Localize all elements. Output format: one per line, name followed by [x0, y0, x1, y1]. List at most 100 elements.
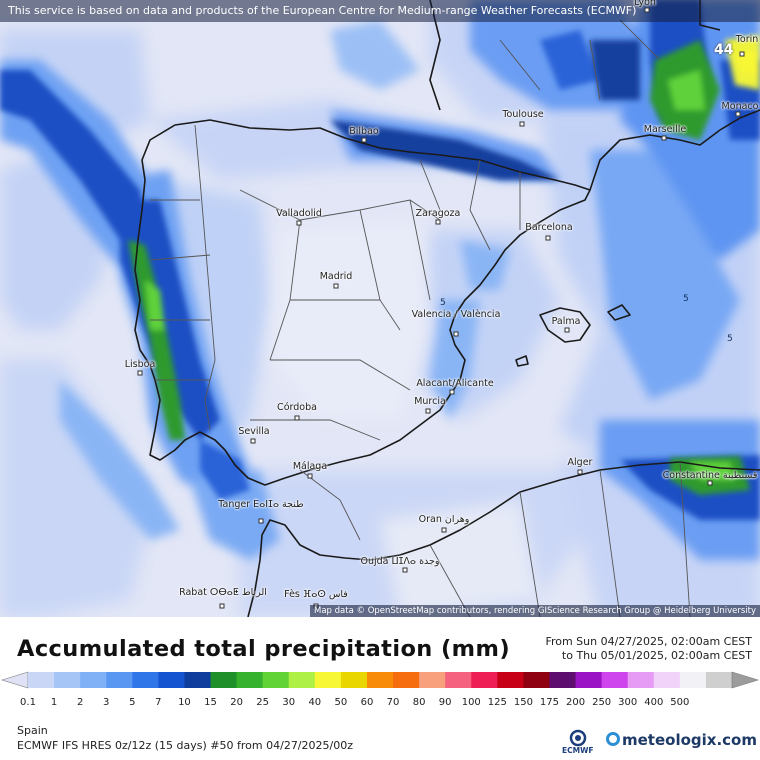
legend-swatch — [54, 672, 81, 688]
legend-tick-label: 50 — [334, 697, 348, 708]
legend-tick-label: 100 — [461, 697, 481, 708]
legend-swatch — [549, 672, 577, 688]
city-label-bilbao: Bilbao — [349, 126, 379, 137]
city-label-malaga: Málaga — [292, 461, 328, 472]
meteologix-logo[interactable]: meteologix.com — [606, 731, 757, 749]
legend-swatch — [262, 672, 290, 688]
legend-swatch — [627, 672, 655, 688]
legend-tick-label: 150 — [513, 697, 533, 708]
legend-tick-label: 7 — [155, 697, 162, 708]
city-label-zaragoza: Zaragoza — [415, 208, 461, 219]
city-label-monaco: Monaco — [721, 101, 759, 112]
legend-swatch — [132, 672, 159, 688]
legend-tick-label: 10 — [178, 697, 191, 708]
legend-swatch — [210, 672, 238, 688]
legend-tick-label: 125 — [487, 697, 507, 708]
precipitation-map[interactable]: This service is based on data and produc… — [0, 0, 760, 617]
legend-swatch — [445, 672, 472, 688]
city-marker-monaco — [735, 111, 741, 117]
city-marker-marseille — [661, 135, 667, 141]
city-label-torino: Torin — [735, 34, 759, 45]
city-marker-malaga — [307, 473, 313, 479]
legend-tick-label: 15 — [204, 697, 217, 708]
contour-value: 5 — [440, 298, 446, 308]
city-marker-valencia — [453, 331, 459, 337]
city-label-rabat: Rabat ⵔⴱⴰⵟ الرباط — [179, 587, 267, 598]
city-marker-oran — [441, 527, 447, 533]
city-label-valladolid: Valladolid — [276, 208, 322, 219]
city-label-toulouse: Toulouse — [502, 109, 544, 120]
legend-tick-label: 200 — [566, 697, 586, 708]
contour-value: 5 — [727, 334, 733, 344]
legend-swatches — [0, 671, 760, 689]
model-info: ECMWF IFS HRES 0z/12z (15 days) #50 from… — [17, 739, 353, 752]
city-label-alicante: Alacant/Alicante — [416, 378, 494, 389]
meteologix-logo-icon — [606, 732, 620, 746]
legend-tick-label: 175 — [539, 697, 560, 708]
city-marker-valladolid — [296, 220, 302, 226]
legend-swatch — [236, 672, 264, 688]
city-label-madrid: Madrid — [319, 271, 353, 282]
city-label-oran: Oran وهران — [418, 514, 470, 525]
legend-swatch — [366, 672, 394, 688]
legend-tick-label: 70 — [386, 697, 400, 708]
city-marker-tanger — [258, 518, 264, 524]
city-marker-zaragoza — [435, 219, 441, 225]
city-marker-cordoba — [294, 415, 300, 421]
city-label-murcia: Murcia — [414, 396, 446, 407]
city-marker-madrid — [333, 283, 339, 289]
city-label-lyon: Lyon — [634, 0, 656, 8]
legend-tick-label: 40 — [308, 697, 322, 708]
city-label-oujda: Oujda ⵡⵊⴷⴰ وجدة — [360, 556, 440, 567]
legend-swatch — [601, 672, 629, 688]
region-label: Spain — [17, 724, 48, 737]
legend-tick-label: 25 — [256, 697, 270, 708]
city-marker-palma — [564, 327, 570, 333]
city-marker-rabat — [219, 603, 225, 609]
city-label-palma: Palma — [551, 316, 581, 327]
city-label-lisboa: Lisboa — [124, 359, 156, 370]
legend-tick-label: 2 — [76, 697, 84, 708]
brand-name: meteologix.com — [622, 731, 757, 749]
city-marker-bilbao — [361, 137, 367, 143]
color-legend — [0, 670, 760, 690]
city-label-constantine: Constantine قسنطينة — [662, 470, 758, 481]
city-marker-lisboa — [137, 370, 143, 376]
city-marker-alicante — [449, 389, 455, 395]
city-label-barcelona: Barcelona — [525, 222, 573, 233]
city-label-marseille: Marseille — [643, 124, 687, 135]
city-label-fes: Fès ⴼⴰⵙ فاس — [284, 589, 348, 600]
legend-swatch — [184, 672, 212, 688]
legend-swatch — [158, 672, 185, 688]
ecmwf-logo-icon — [569, 729, 587, 747]
city-marker-alger — [577, 469, 583, 475]
forecast-period: From Sun 04/27/2025, 02:00am CEST to Thu… — [545, 635, 752, 663]
city-marker-murcia — [425, 408, 431, 414]
city-marker-sevilla — [250, 438, 256, 444]
legend-swatch — [419, 672, 446, 688]
city-label-alger: Alger — [567, 457, 593, 468]
legend-tick-label: 500 — [670, 697, 690, 708]
period-to: to Thu 05/01/2025, 02:00am CEST — [561, 649, 752, 662]
legend-tick-label: 3 — [103, 697, 110, 708]
legend-tick-label: 90 — [438, 697, 452, 708]
map-attribution[interactable]: Map data © OpenStreetMap contributors, r… — [310, 605, 760, 617]
legend-tick-label: 5 — [129, 697, 136, 708]
legend-swatch — [80, 672, 107, 688]
legend-tick-label: 80 — [412, 697, 426, 708]
legend-swatch — [653, 672, 681, 688]
city-label-valencia: Valencia / València — [411, 309, 501, 320]
precip-very-heavy — [128, 40, 750, 495]
legend-swatch — [393, 672, 420, 688]
admin-borders — [149, 19, 691, 617]
legend-swatch — [523, 672, 550, 688]
max-precip-value: 44 — [714, 42, 734, 58]
legend-swatch — [28, 672, 55, 688]
city-label-tanger: Tanger ⴹⴰⵏⵊⴰ طنجة — [218, 499, 304, 510]
legend-swatch — [575, 672, 603, 688]
city-marker-toulouse — [519, 121, 525, 127]
legend-swatch — [106, 672, 133, 688]
city-marker-lyon — [644, 7, 650, 13]
city-marker-torino — [739, 51, 745, 57]
ecmwf-disclaimer-banner: This service is based on data and produc… — [0, 0, 760, 22]
